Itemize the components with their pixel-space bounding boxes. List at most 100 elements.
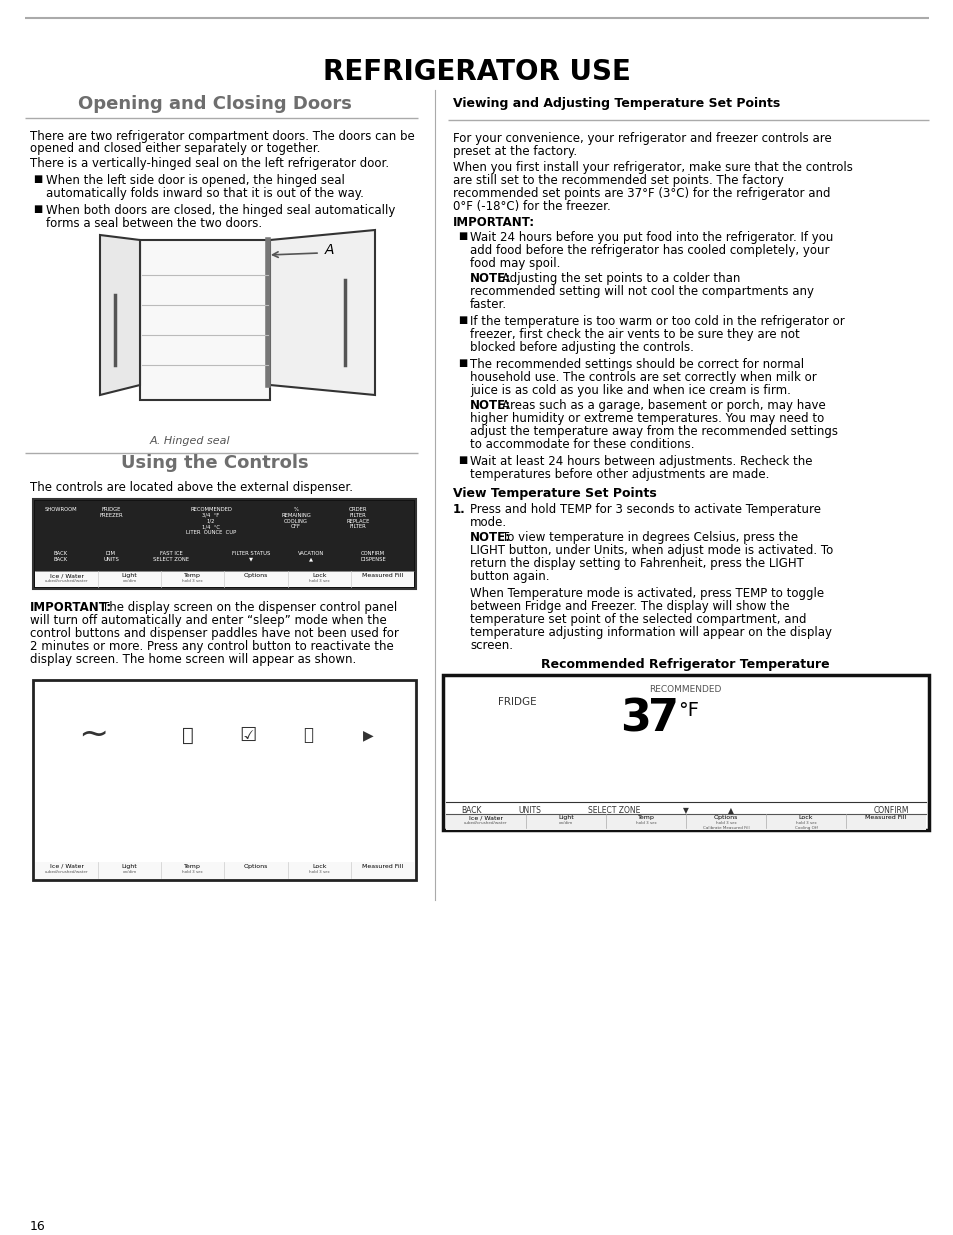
Bar: [33, 680, 416, 881]
Text: IMPORTANT:: IMPORTANT:: [30, 601, 112, 614]
Text: Opening and Closing Doors: Opening and Closing Doors: [78, 95, 352, 112]
Text: Press and hold TEMP for 3 seconds to activate Temperature: Press and hold TEMP for 3 seconds to act…: [470, 503, 821, 516]
Text: SELECT ZONE: SELECT ZONE: [587, 806, 639, 815]
Text: When Temperature mode is activated, press TEMP to toggle: When Temperature mode is activated, pres…: [470, 587, 823, 600]
Bar: [33, 499, 416, 589]
Text: IMPORTANT:: IMPORTANT:: [453, 216, 535, 228]
Text: ORDER
FILTER
REPLACE
FILTER: ORDER FILTER REPLACE FILTER: [346, 508, 370, 530]
Text: faster.: faster.: [470, 298, 507, 311]
Text: recommended set points are 37°F (3°C) for the refrigerator and: recommended set points are 37°F (3°C) fo…: [453, 186, 830, 200]
Text: adjust the temperature away from the recommended settings: adjust the temperature away from the rec…: [470, 425, 837, 438]
Text: on/dim: on/dim: [122, 869, 137, 874]
Text: opened and closed either separately or together.: opened and closed either separately or t…: [30, 142, 320, 156]
Text: Light: Light: [558, 815, 574, 820]
Text: A. Hinged seal: A. Hinged seal: [150, 436, 230, 446]
Text: When the left side door is opened, the hinged seal: When the left side door is opened, the h…: [46, 174, 345, 186]
Text: Light: Light: [122, 573, 137, 578]
Text: control buttons and dispenser paddles have not been used for: control buttons and dispenser paddles ha…: [30, 627, 398, 640]
Text: °F: °F: [678, 701, 699, 720]
Bar: [446, 814, 925, 830]
Text: button again.: button again.: [470, 571, 549, 583]
Polygon shape: [100, 235, 140, 395]
Text: ■: ■: [457, 315, 467, 325]
Text: hold 3 sec
Calibrate Measured Fill: hold 3 sec Calibrate Measured Fill: [702, 821, 748, 830]
Text: Lock: Lock: [312, 864, 326, 869]
Text: on/dim: on/dim: [122, 579, 137, 583]
Text: REFRIGERATOR USE: REFRIGERATOR USE: [323, 58, 630, 86]
Text: Light: Light: [122, 864, 137, 869]
Bar: [35, 501, 414, 571]
Bar: [442, 676, 928, 830]
Text: Options: Options: [244, 573, 268, 578]
Text: Ice / Water: Ice / Water: [50, 864, 84, 869]
Bar: [446, 678, 925, 803]
Text: SHOWROOM: SHOWROOM: [45, 508, 77, 513]
Text: Lock: Lock: [312, 573, 326, 578]
Text: hold 3 sec
Cooling Off: hold 3 sec Cooling Off: [794, 821, 817, 830]
Text: A: A: [325, 243, 335, 257]
Text: Temp: Temp: [637, 815, 654, 820]
Bar: [140, 240, 270, 400]
Text: food may spoil.: food may spoil.: [470, 257, 559, 270]
Text: ▼: ▼: [682, 806, 688, 815]
Text: UNITS: UNITS: [517, 806, 540, 815]
Text: FILTER STATUS
▼: FILTER STATUS ▼: [232, 551, 270, 562]
Text: Lock: Lock: [798, 815, 812, 820]
Text: hold 3 sec: hold 3 sec: [182, 579, 203, 583]
Bar: [35, 682, 414, 862]
Text: temperature adjusting information will appear on the display: temperature adjusting information will a…: [470, 626, 831, 638]
Text: return the display setting to Fahrenheit, press the LIGHT: return the display setting to Fahrenheit…: [470, 557, 803, 571]
Text: 3: 3: [619, 697, 650, 740]
Text: will turn off automatically and enter “sleep” mode when the: will turn off automatically and enter “s…: [30, 614, 386, 627]
Text: The display screen on the dispenser control panel: The display screen on the dispenser cont…: [102, 601, 396, 614]
Text: are still set to the recommended set points. The factory: are still set to the recommended set poi…: [453, 174, 783, 186]
Text: RECOMMENDED
3/4  °F
1/2
1/4  °C
LITER  OUNCE  CUP: RECOMMENDED 3/4 °F 1/2 1/4 °C LITER OUNC…: [186, 508, 236, 535]
Text: household use. The controls are set correctly when milk or: household use. The controls are set corr…: [470, 370, 816, 384]
Text: Areas such as a garage, basement or porch, may have: Areas such as a garage, basement or porc…: [501, 399, 825, 412]
Text: between Fridge and Freezer. The display will show the: between Fridge and Freezer. The display …: [470, 600, 789, 613]
Text: ■: ■: [457, 231, 467, 241]
Text: temperatures before other adjustments are made.: temperatures before other adjustments ar…: [470, 468, 768, 480]
Text: hold 3 sec: hold 3 sec: [635, 821, 656, 825]
Text: 🔒: 🔒: [303, 726, 313, 743]
Text: Viewing and Adjusting Temperature Set Points: Viewing and Adjusting Temperature Set Po…: [453, 98, 780, 110]
Text: 0°F (-18°C) for the freezer.: 0°F (-18°C) for the freezer.: [453, 200, 610, 212]
Text: display screen. The home screen will appear as shown.: display screen. The home screen will app…: [30, 653, 355, 666]
Bar: [35, 862, 414, 878]
Text: hold 3 sec: hold 3 sec: [182, 869, 203, 874]
Text: hold 3 sec: hold 3 sec: [309, 869, 330, 874]
Text: ■: ■: [457, 454, 467, 466]
Text: ☑: ☑: [239, 725, 256, 745]
Text: Adjusting the set points to a colder than: Adjusting the set points to a colder tha…: [501, 272, 740, 285]
Text: The controls are located above the external dispenser.: The controls are located above the exter…: [30, 480, 353, 494]
Text: temperature set point of the selected compartment, and: temperature set point of the selected co…: [470, 613, 805, 626]
Text: 16: 16: [30, 1220, 46, 1233]
Text: 2 minutes or more. Press any control button to reactivate the: 2 minutes or more. Press any control but…: [30, 640, 394, 653]
Text: cubed/crushed/water: cubed/crushed/water: [45, 579, 89, 583]
Text: VACATION
▲: VACATION ▲: [297, 551, 324, 562]
Text: BACK: BACK: [460, 806, 481, 815]
Text: Measured Fill: Measured Fill: [864, 815, 905, 820]
Text: Recommended Refrigerator Temperature: Recommended Refrigerator Temperature: [540, 658, 828, 671]
Text: preset at the factory.: preset at the factory.: [453, 144, 577, 158]
Polygon shape: [270, 230, 375, 395]
Text: Ice / Water: Ice / Water: [469, 815, 502, 820]
Text: To view temperature in degrees Celsius, press the: To view temperature in degrees Celsius, …: [501, 531, 798, 543]
Text: Wait 24 hours before you put food into the refrigerator. If you: Wait 24 hours before you put food into t…: [470, 231, 833, 245]
Text: When both doors are closed, the hinged seal automatically: When both doors are closed, the hinged s…: [46, 204, 395, 217]
Text: %
REMAINING
COOLING
OFF: % REMAINING COOLING OFF: [281, 508, 311, 530]
Text: 🌡: 🌡: [182, 725, 193, 745]
Text: FAST ICE
SELECT ZONE: FAST ICE SELECT ZONE: [152, 551, 189, 562]
Text: ■: ■: [33, 174, 42, 184]
Text: Measured Fill: Measured Fill: [361, 573, 402, 578]
Text: forms a seal between the two doors.: forms a seal between the two doors.: [46, 217, 262, 230]
Text: CONFIRM
DISPENSE: CONFIRM DISPENSE: [359, 551, 385, 562]
Text: higher humidity or extreme temperatures. You may need to: higher humidity or extreme temperatures.…: [470, 412, 823, 425]
Text: RECOMMENDED: RECOMMENDED: [648, 685, 720, 694]
Text: add food before the refrigerator has cooled completely, your: add food before the refrigerator has coo…: [470, 245, 828, 257]
Text: ■: ■: [457, 358, 467, 368]
Text: 1.: 1.: [453, 503, 465, 516]
Text: Using the Controls: Using the Controls: [121, 454, 309, 472]
Text: automatically folds inward so that it is out of the way.: automatically folds inward so that it is…: [46, 186, 363, 200]
Text: blocked before adjusting the controls.: blocked before adjusting the controls.: [470, 341, 693, 354]
